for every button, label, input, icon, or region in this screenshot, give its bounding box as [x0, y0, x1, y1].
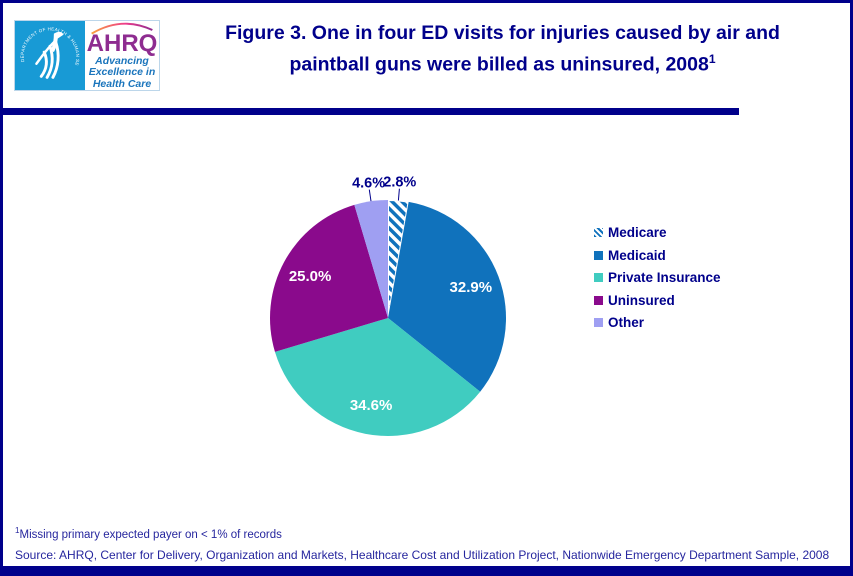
legend-item-uninsured: Uninsured	[594, 292, 721, 308]
medicaid-swatch-icon	[594, 250, 603, 260]
footnote-text: Missing primary expected payer on < 1% o…	[19, 528, 282, 541]
legend-label: Medicaid	[608, 247, 666, 263]
tagline-line: Excellence in	[88, 66, 156, 78]
legend-item-medicaid: Medicaid	[594, 247, 721, 263]
private-insurance-swatch-icon	[594, 273, 603, 282]
ahrq-logo-text: AHRQ Advancing Excellence in Health Care	[85, 21, 159, 90]
footnote-superscript: 1	[15, 526, 20, 535]
pie-slice-uninsured	[270, 204, 388, 352]
legend-label: Uninsured	[608, 292, 675, 308]
header-divider	[0, 108, 739, 115]
pie-label-medicare: 2.8%	[383, 175, 416, 191]
figure-title-superscript: 1	[708, 52, 716, 66]
pie-slice-private-insurance	[274, 318, 481, 437]
other-swatch-icon	[594, 318, 603, 327]
tagline-line: Health Care	[92, 77, 152, 90]
figure-title-line1: Figure 3. One in four ED visits for inju…	[225, 22, 780, 44]
legend-label: Other	[608, 315, 645, 330]
medicare-swatch-icon	[594, 228, 603, 237]
bottom-bar	[0, 566, 853, 576]
ahrq-wordmark: AHRQ	[86, 29, 158, 57]
pie-label-private-insurance: 34.6%	[350, 397, 393, 414]
legend-label: Medicare	[608, 225, 667, 240]
pie-leader-line-medicare	[397, 188, 400, 201]
right-border	[850, 0, 853, 576]
source-line: Source: AHRQ, Center for Delivery, Organ…	[15, 548, 830, 562]
uninsured-swatch-icon	[594, 295, 603, 305]
legend-label: Private Insurance	[608, 270, 721, 285]
pie-slice-medicaid	[388, 201, 507, 392]
footnote: 1Missing primary expected payer on < 1% …	[15, 526, 282, 541]
top-border	[0, 0, 853, 3]
pie-label-other: 4.6%	[352, 176, 385, 192]
left-border	[0, 0, 3, 576]
hhs-eagle-icon: DEPARTMENT OF HEALTH & HUMAN SERVICES • …	[15, 21, 80, 79]
pie-label-medicaid: 32.9%	[450, 279, 493, 296]
rainbow-arc-icon	[91, 22, 153, 35]
legend-item-medicare: Medicare	[594, 226, 721, 239]
legend-item-other: Other	[594, 316, 721, 329]
figure-title-line2: paintball guns were billed as uninsured,…	[289, 53, 709, 76]
hhs-logo: DEPARTMENT OF HEALTH & HUMAN SERVICES • …	[15, 21, 85, 90]
pie-label-uninsured: 25.0%	[289, 268, 332, 285]
ahrq-tagline: Advancing Excellence in Health Care	[88, 54, 156, 91]
ahrq-hhs-logo: DEPARTMENT OF HEALTH & HUMAN SERVICES • …	[14, 20, 160, 91]
pie-leader-line-other	[368, 189, 372, 202]
figure-title: Figure 3. One in four ED visits for inju…	[160, 20, 845, 78]
legend-item-private-insurance: Private Insurance	[594, 271, 721, 284]
tagline-line: Advancing	[95, 54, 149, 67]
pie-slice-other	[354, 200, 388, 318]
legend: Medicare Medicaid Private Insurance Unin…	[594, 226, 721, 329]
